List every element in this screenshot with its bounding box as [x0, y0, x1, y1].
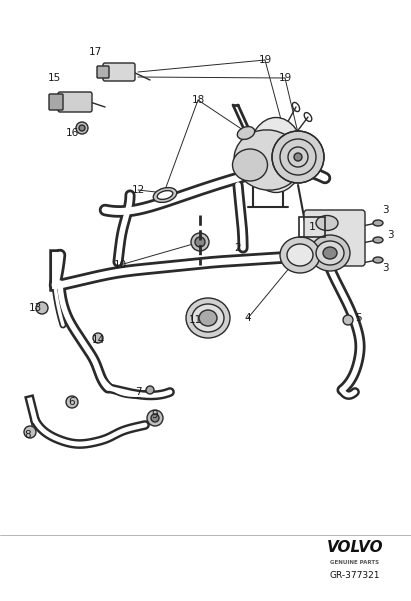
Text: 6: 6	[69, 397, 75, 407]
Text: 8: 8	[25, 430, 31, 440]
Circle shape	[195, 237, 205, 247]
Ellipse shape	[323, 247, 337, 259]
Text: GENUINE PARTS: GENUINE PARTS	[330, 561, 380, 566]
Text: 16: 16	[65, 128, 79, 138]
Ellipse shape	[373, 257, 383, 263]
Text: 2: 2	[235, 243, 241, 253]
Circle shape	[343, 315, 353, 325]
Text: 5: 5	[355, 313, 361, 323]
Ellipse shape	[192, 304, 224, 332]
Text: 4: 4	[245, 313, 251, 323]
Circle shape	[151, 414, 159, 422]
FancyBboxPatch shape	[58, 92, 92, 112]
Text: 10: 10	[113, 260, 127, 270]
Circle shape	[147, 410, 163, 426]
Circle shape	[24, 426, 36, 438]
Ellipse shape	[237, 127, 255, 139]
FancyBboxPatch shape	[97, 66, 109, 78]
Text: 3: 3	[382, 205, 388, 215]
Text: 1: 1	[309, 222, 316, 232]
Ellipse shape	[157, 191, 173, 200]
Ellipse shape	[199, 310, 217, 326]
Circle shape	[76, 122, 88, 134]
FancyBboxPatch shape	[304, 210, 365, 266]
Ellipse shape	[373, 237, 383, 243]
Ellipse shape	[186, 298, 230, 338]
Circle shape	[272, 131, 324, 183]
FancyBboxPatch shape	[103, 63, 135, 81]
FancyBboxPatch shape	[49, 94, 63, 110]
Circle shape	[146, 386, 154, 394]
Text: 19: 19	[278, 73, 292, 83]
Text: 11: 11	[188, 315, 202, 325]
Text: 9: 9	[152, 410, 158, 420]
Ellipse shape	[233, 149, 268, 181]
Text: 19: 19	[259, 55, 272, 65]
Text: 3: 3	[387, 230, 393, 240]
Text: 3: 3	[382, 263, 388, 273]
Ellipse shape	[249, 118, 303, 192]
Circle shape	[93, 333, 103, 343]
Ellipse shape	[153, 188, 177, 203]
Text: 13: 13	[28, 303, 42, 313]
Text: 17: 17	[88, 47, 102, 57]
Text: 12: 12	[132, 185, 145, 195]
Text: 14: 14	[91, 335, 105, 345]
Ellipse shape	[280, 237, 320, 273]
Circle shape	[294, 153, 302, 161]
Ellipse shape	[316, 241, 344, 265]
Circle shape	[191, 233, 209, 251]
Text: 18: 18	[192, 95, 205, 105]
Ellipse shape	[310, 235, 350, 271]
Circle shape	[36, 302, 48, 314]
Ellipse shape	[373, 220, 383, 226]
Text: VOLVO: VOLVO	[327, 540, 383, 555]
Ellipse shape	[287, 244, 313, 266]
Ellipse shape	[234, 130, 302, 190]
Text: 15: 15	[47, 73, 61, 83]
Circle shape	[79, 125, 85, 131]
Ellipse shape	[316, 216, 338, 231]
Text: 7: 7	[135, 387, 141, 397]
Circle shape	[66, 396, 78, 408]
Text: GR-377321: GR-377321	[330, 572, 380, 581]
